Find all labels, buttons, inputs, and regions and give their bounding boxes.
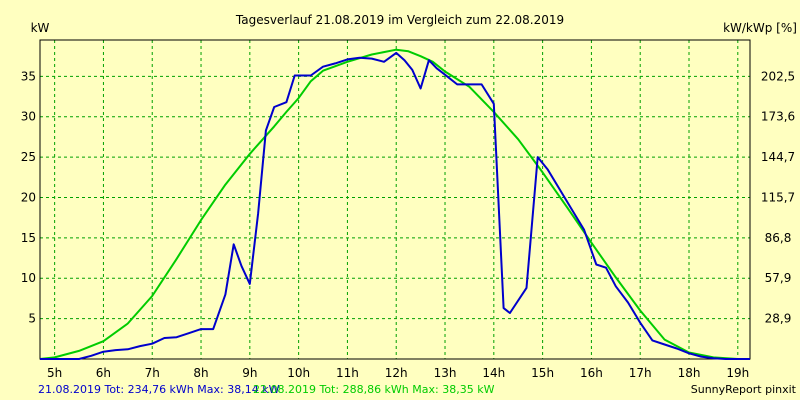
x-tick-label: 11h [336,366,359,380]
x-tick-label: 18h [678,366,701,380]
y-tick-label-right: 57,9 [765,271,792,285]
x-tick-label: 16h [580,366,603,380]
y-tick-label-left: 15 [21,231,36,245]
y-tick-label-right: 202,5 [761,69,795,83]
x-tick-label: 17h [629,366,652,380]
chart-title: Tagesverlauf 21.08.2019 im Vergleich zum… [235,13,564,27]
x-tick-label: 7h [145,366,160,380]
x-tick-label: 15h [531,366,554,380]
y-tick-label-left: 5 [28,312,36,326]
plot-frame [39,39,751,360]
credit-text: SunnyReport pinxit [691,383,797,396]
y-tick-label-left: 25 [21,150,36,164]
series-group [39,48,750,360]
y-axis-right-label: kW/kWp [%] [723,21,797,35]
x-tick-label: 12h [385,366,408,380]
y-tick-label-left: 35 [21,69,36,83]
y-tick-label-left: 20 [21,190,36,204]
x-tick-label: 9h [242,366,257,380]
x-ticks: 5h 6h 7h 8h 9h 10h 11h 12h 13h 14h 15h 16h 17h 18h 19h [47,366,749,380]
series-1-line [40,51,750,360]
grid [40,40,750,359]
y-tick-label-right: 115,7 [761,190,795,204]
y-tick-label-right: 144,7 [761,150,795,164]
y-ticks-left: 5 10 15 20 25 30 35 [21,69,36,325]
x-tick-label: 19h [726,366,749,380]
y-axis-left-label: kW [31,21,50,35]
legend-series1-summary: 21.08.2019 Tot: 234,76 kWh Max: 38,14 kW [38,383,280,396]
y-tick-label-right: 173,6 [761,110,795,124]
x-tick-label: 6h [96,366,111,380]
series-2-line [39,48,750,360]
y-tick-label-right: 28,9 [765,312,792,326]
y-tick-label-right: 86,8 [765,231,792,245]
x-tick-label: 5h [47,366,62,380]
legend-series2-summary: 22.08.2019 Tot: 288,86 kWh Max: 38,35 kW [253,383,495,396]
x-tick-label: 14h [482,366,505,380]
x-tick-label: 13h [434,366,457,380]
x-tick-label: 10h [287,366,310,380]
y-tick-label-left: 10 [21,271,36,285]
y-ticks-right: 28,9 57,9 86,8 115,7 144,7 173,6 202,5 [761,69,795,325]
y-tick-label-left: 30 [21,110,36,124]
x-tick-label: 8h [193,366,208,380]
